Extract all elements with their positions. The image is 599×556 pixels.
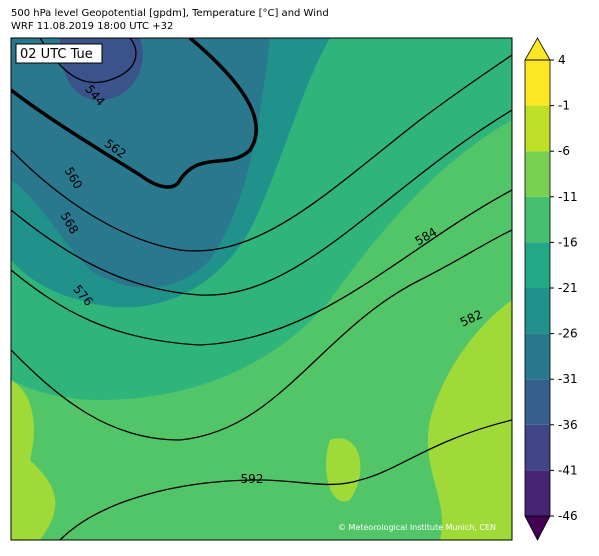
colorbar-bin xyxy=(525,424,550,471)
subtitle: WRF 11.08.2019 18:00 UTC +32 xyxy=(11,21,173,32)
contour-line xyxy=(11,54,512,252)
colorbar-extend xyxy=(524,515,551,541)
temp-region xyxy=(11,380,56,540)
colorbar-bin xyxy=(525,470,550,516)
time-label: 02 UTC Tue xyxy=(20,47,93,62)
contour-line xyxy=(11,189,512,346)
colorbar-bin xyxy=(525,242,550,288)
colorbar-tick-label: -31 xyxy=(558,372,578,386)
contour-label: 592 xyxy=(241,472,264,486)
copyright: © Meteorological Institute Munich, CEN xyxy=(338,523,496,532)
colorbar-extend xyxy=(524,37,551,61)
contour-line xyxy=(11,38,258,189)
colorbar-bin xyxy=(525,60,550,106)
colorbar-bin xyxy=(525,196,550,243)
map: 02 UTC Tue © Meteorological Institute Mu… xyxy=(10,37,513,541)
colorbar-tick-label: -26 xyxy=(558,327,578,341)
colorbar-tick-label: -36 xyxy=(558,418,578,432)
colorbar-tick-label: -16 xyxy=(558,235,578,249)
temp-region xyxy=(11,38,270,288)
colorbar-tick-label: -21 xyxy=(558,281,578,295)
colorbar-tick-label: 4 xyxy=(558,53,566,67)
colorbar-tick-label: -1 xyxy=(558,99,570,113)
time-box xyxy=(15,43,103,64)
colorbar: 4 -1 -6 -11 -16 -21 -26 -31 -36 -41 -46 xyxy=(524,37,578,541)
colorbar-tick-label: -41 xyxy=(558,463,578,477)
contour-line xyxy=(59,419,512,540)
contour-line xyxy=(11,109,512,296)
contour-line xyxy=(11,229,512,441)
colorbar-bin xyxy=(525,379,550,425)
map-frame xyxy=(10,37,513,541)
colorbar-bin xyxy=(525,333,550,380)
colorbar-tick-label: -46 xyxy=(558,509,578,523)
temp-region xyxy=(427,300,512,540)
colorbar-tick-label: -11 xyxy=(558,190,578,204)
colorbar-tick-label: -6 xyxy=(558,144,570,158)
colorbar-bin xyxy=(525,105,550,152)
title: 500 hPa level Geopotential [gpdm], Tempe… xyxy=(11,8,329,19)
colorbar-bin xyxy=(525,288,550,334)
colorbar-bin xyxy=(525,151,550,197)
temp-region xyxy=(326,438,361,502)
